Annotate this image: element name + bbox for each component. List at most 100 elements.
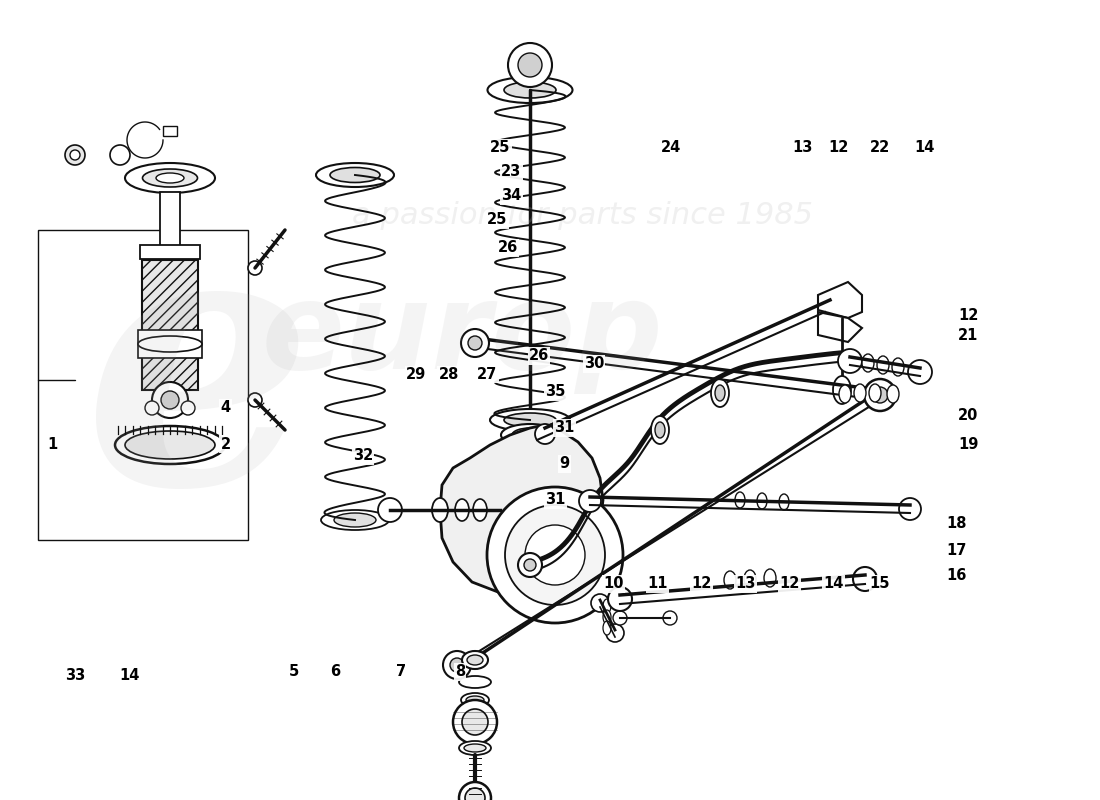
Ellipse shape bbox=[490, 409, 570, 431]
Text: 30: 30 bbox=[584, 357, 604, 371]
Circle shape bbox=[248, 393, 262, 407]
Text: 20: 20 bbox=[958, 409, 978, 423]
Ellipse shape bbox=[854, 384, 866, 402]
Ellipse shape bbox=[724, 571, 736, 589]
Text: 13: 13 bbox=[793, 141, 813, 155]
Circle shape bbox=[508, 43, 552, 87]
Text: 17: 17 bbox=[947, 543, 967, 558]
Circle shape bbox=[378, 498, 402, 522]
Ellipse shape bbox=[833, 376, 851, 404]
Text: 31: 31 bbox=[546, 493, 565, 507]
Ellipse shape bbox=[143, 169, 198, 187]
Ellipse shape bbox=[316, 163, 394, 187]
Ellipse shape bbox=[464, 744, 486, 752]
Text: 27: 27 bbox=[477, 367, 497, 382]
Bar bbox=[39, 230, 248, 540]
Text: 12: 12 bbox=[780, 577, 800, 591]
Text: 10: 10 bbox=[604, 577, 624, 591]
Ellipse shape bbox=[877, 356, 889, 374]
Circle shape bbox=[461, 329, 490, 357]
Text: 31: 31 bbox=[554, 421, 574, 435]
Ellipse shape bbox=[512, 428, 548, 442]
Circle shape bbox=[161, 391, 179, 409]
Ellipse shape bbox=[715, 385, 725, 401]
Polygon shape bbox=[818, 282, 862, 318]
Ellipse shape bbox=[514, 474, 546, 487]
Text: 15: 15 bbox=[870, 577, 890, 591]
Circle shape bbox=[522, 552, 538, 568]
Circle shape bbox=[518, 53, 542, 77]
Circle shape bbox=[65, 145, 85, 165]
Ellipse shape bbox=[603, 621, 611, 635]
Text: 2: 2 bbox=[220, 437, 231, 451]
Ellipse shape bbox=[468, 655, 483, 665]
Circle shape bbox=[443, 651, 471, 679]
Ellipse shape bbox=[462, 651, 488, 669]
Ellipse shape bbox=[603, 599, 611, 613]
Text: 24: 24 bbox=[661, 141, 681, 155]
Text: 21: 21 bbox=[958, 329, 978, 343]
Ellipse shape bbox=[125, 431, 214, 459]
Circle shape bbox=[462, 709, 488, 735]
Circle shape bbox=[465, 788, 485, 800]
Ellipse shape bbox=[892, 358, 904, 376]
Ellipse shape bbox=[515, 554, 544, 566]
Text: 33: 33 bbox=[65, 669, 85, 683]
Ellipse shape bbox=[116, 426, 226, 464]
Text: 12: 12 bbox=[958, 309, 978, 323]
Text: 34: 34 bbox=[502, 189, 521, 203]
Circle shape bbox=[864, 379, 896, 411]
Circle shape bbox=[518, 553, 542, 577]
Ellipse shape bbox=[654, 422, 666, 438]
Text: 9: 9 bbox=[559, 457, 570, 471]
Circle shape bbox=[450, 658, 464, 672]
Ellipse shape bbox=[735, 492, 745, 508]
Circle shape bbox=[459, 782, 491, 800]
Ellipse shape bbox=[504, 471, 556, 491]
Ellipse shape bbox=[473, 499, 487, 521]
Bar bbox=[163, 126, 177, 136]
Circle shape bbox=[145, 401, 160, 415]
Circle shape bbox=[838, 349, 862, 373]
Bar bbox=[142, 260, 198, 390]
Ellipse shape bbox=[461, 693, 490, 707]
Circle shape bbox=[453, 700, 497, 744]
Polygon shape bbox=[440, 425, 603, 592]
Text: 35: 35 bbox=[546, 385, 565, 399]
Text: 4: 4 bbox=[220, 401, 231, 415]
Circle shape bbox=[899, 498, 921, 520]
Ellipse shape bbox=[651, 416, 669, 444]
Text: 23: 23 bbox=[502, 165, 521, 179]
Text: 13: 13 bbox=[736, 577, 756, 591]
Text: 19: 19 bbox=[958, 437, 978, 451]
Text: 26: 26 bbox=[498, 241, 518, 255]
Text: 14: 14 bbox=[824, 577, 844, 591]
Circle shape bbox=[505, 505, 605, 605]
Ellipse shape bbox=[516, 494, 544, 506]
Ellipse shape bbox=[321, 510, 389, 530]
Ellipse shape bbox=[744, 570, 756, 588]
Circle shape bbox=[468, 336, 482, 350]
Bar bbox=[138, 330, 202, 358]
Ellipse shape bbox=[432, 498, 448, 522]
Text: 12: 12 bbox=[692, 577, 712, 591]
Ellipse shape bbox=[512, 534, 548, 548]
Circle shape bbox=[606, 624, 624, 642]
Text: 18: 18 bbox=[947, 517, 967, 531]
Text: 28: 28 bbox=[439, 367, 459, 382]
Ellipse shape bbox=[125, 163, 214, 193]
Text: 26: 26 bbox=[529, 349, 549, 363]
Circle shape bbox=[608, 587, 632, 611]
Circle shape bbox=[110, 145, 130, 165]
Ellipse shape bbox=[862, 354, 874, 372]
Text: 8: 8 bbox=[454, 665, 465, 679]
Ellipse shape bbox=[711, 379, 729, 407]
Ellipse shape bbox=[138, 336, 202, 352]
Ellipse shape bbox=[603, 610, 611, 624]
Text: 14: 14 bbox=[120, 669, 140, 683]
Ellipse shape bbox=[459, 676, 491, 688]
Text: 1: 1 bbox=[47, 437, 58, 451]
Text: 14: 14 bbox=[914, 141, 934, 155]
Ellipse shape bbox=[507, 491, 553, 509]
Ellipse shape bbox=[869, 384, 881, 402]
